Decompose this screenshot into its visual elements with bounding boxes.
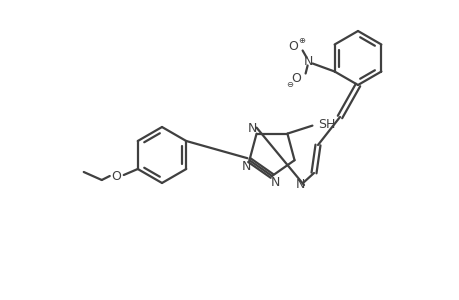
Text: N: N <box>247 122 257 135</box>
Text: O: O <box>291 72 301 85</box>
Text: N: N <box>270 176 279 188</box>
Text: ⊖: ⊖ <box>285 80 292 89</box>
Text: O: O <box>288 40 298 53</box>
Text: N: N <box>295 178 304 191</box>
Text: O: O <box>111 169 120 182</box>
Text: ⊕: ⊕ <box>297 36 304 45</box>
Text: SH: SH <box>317 118 335 131</box>
Text: N: N <box>241 160 251 173</box>
Text: N: N <box>303 55 313 68</box>
